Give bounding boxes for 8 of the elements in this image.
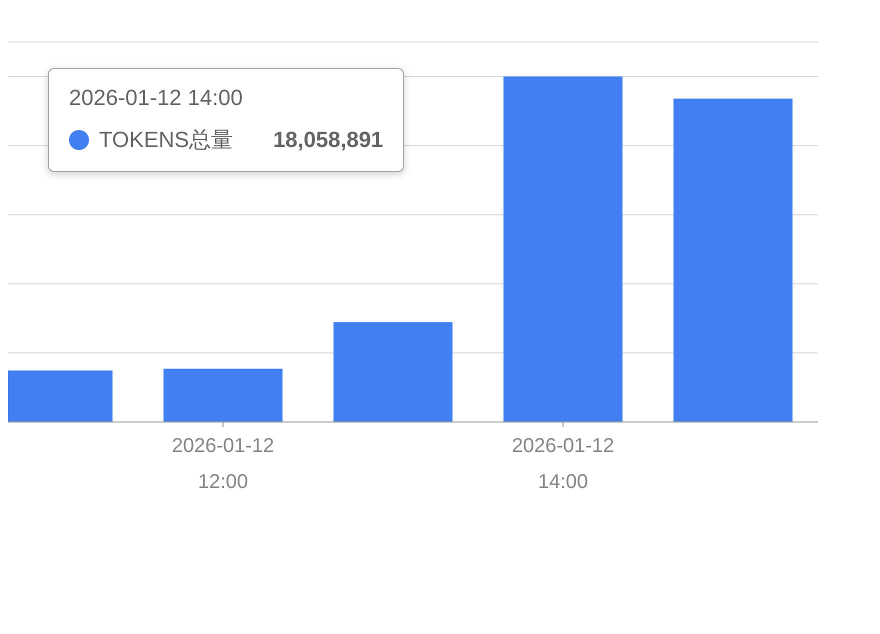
annotation: 18,058,891 [273,127,384,153]
bar [164,368,282,422]
annotation: 2026-01-12 14:00 [69,85,244,111]
x-tick-label: 2026-01-12 12:00 [172,435,274,493]
bar [504,76,622,422]
bar [674,98,792,422]
bar [334,322,452,422]
legend-label: TOKENS总量 [99,126,234,154]
